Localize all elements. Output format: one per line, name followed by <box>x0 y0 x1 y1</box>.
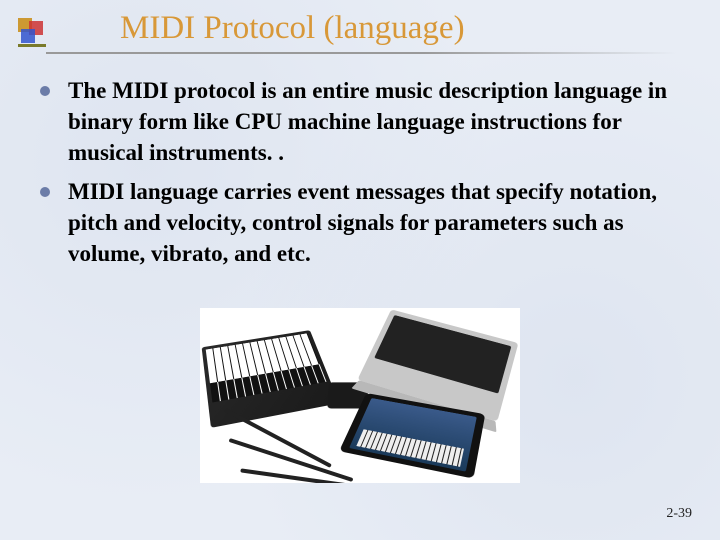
bullet-text: The MIDI protocol is an entire music des… <box>68 75 680 168</box>
midi-devices-image <box>200 308 520 483</box>
bullet-item: The MIDI protocol is an entire music des… <box>40 75 680 168</box>
content-area: The MIDI protocol is an entire music des… <box>40 75 680 277</box>
bullet-icon <box>40 187 50 197</box>
bullet-text: MIDI language carries event messages tha… <box>68 176 680 269</box>
bullet-item: MIDI language carries event messages tha… <box>40 176 680 269</box>
slide-title: MIDI Protocol (language) <box>120 10 465 47</box>
page-number: 2-39 <box>666 506 692 522</box>
cable-icon <box>224 408 332 468</box>
midi-keyboard-icon <box>202 330 340 428</box>
bullet-icon <box>40 86 50 96</box>
title-underline <box>46 52 676 54</box>
